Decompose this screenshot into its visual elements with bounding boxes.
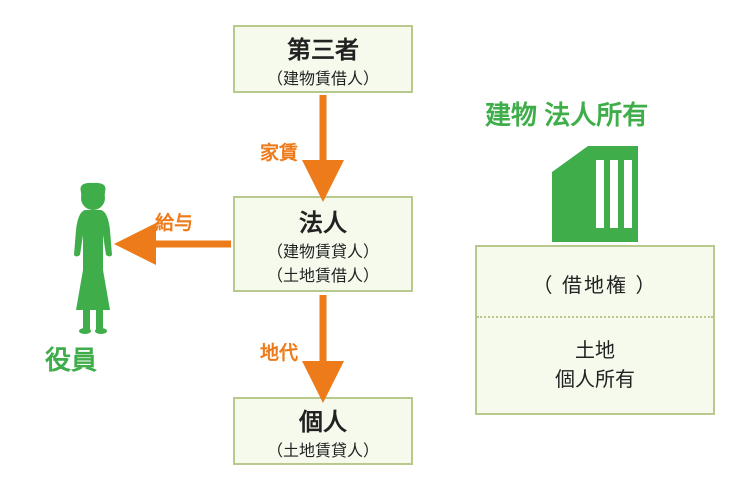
right-panel-box: （ 借地権 ） 土地 個人所有 [475, 245, 715, 415]
node-individual-title: 個人 [299, 402, 347, 437]
node-third-party: 第三者 （建物賃借人） [233, 25, 413, 93]
node-corporation-sub2: （土地賃借人） [267, 262, 379, 286]
node-corporation-sub1: （建物賃貸人） [267, 238, 379, 262]
label-salary: 給与 [155, 208, 193, 235]
node-corporation: 法人 （建物賃貸人） （土地賃借人） [233, 196, 413, 292]
node-third-party-sub: （建物賃借人） [267, 65, 379, 89]
node-individual-sub: （土地賃貸人） [267, 437, 379, 461]
land-line1: 土地 [477, 318, 713, 363]
node-third-party-title: 第三者 [287, 30, 359, 65]
node-corporation-title: 法人 [299, 203, 347, 238]
land-line2: 個人所有 [477, 363, 713, 408]
label-ground-rent: 地代 [260, 338, 298, 365]
officer-label: 役員 [45, 340, 97, 377]
right-header: 建物 法人所有 [485, 95, 648, 132]
label-rent: 家賃 [260, 138, 298, 165]
building-icon [540, 142, 650, 247]
leasehold-label: （ 借地権 ） [477, 247, 713, 316]
node-individual: 個人 （土地賃貸人） [233, 397, 413, 465]
person-icon [58, 180, 128, 335]
